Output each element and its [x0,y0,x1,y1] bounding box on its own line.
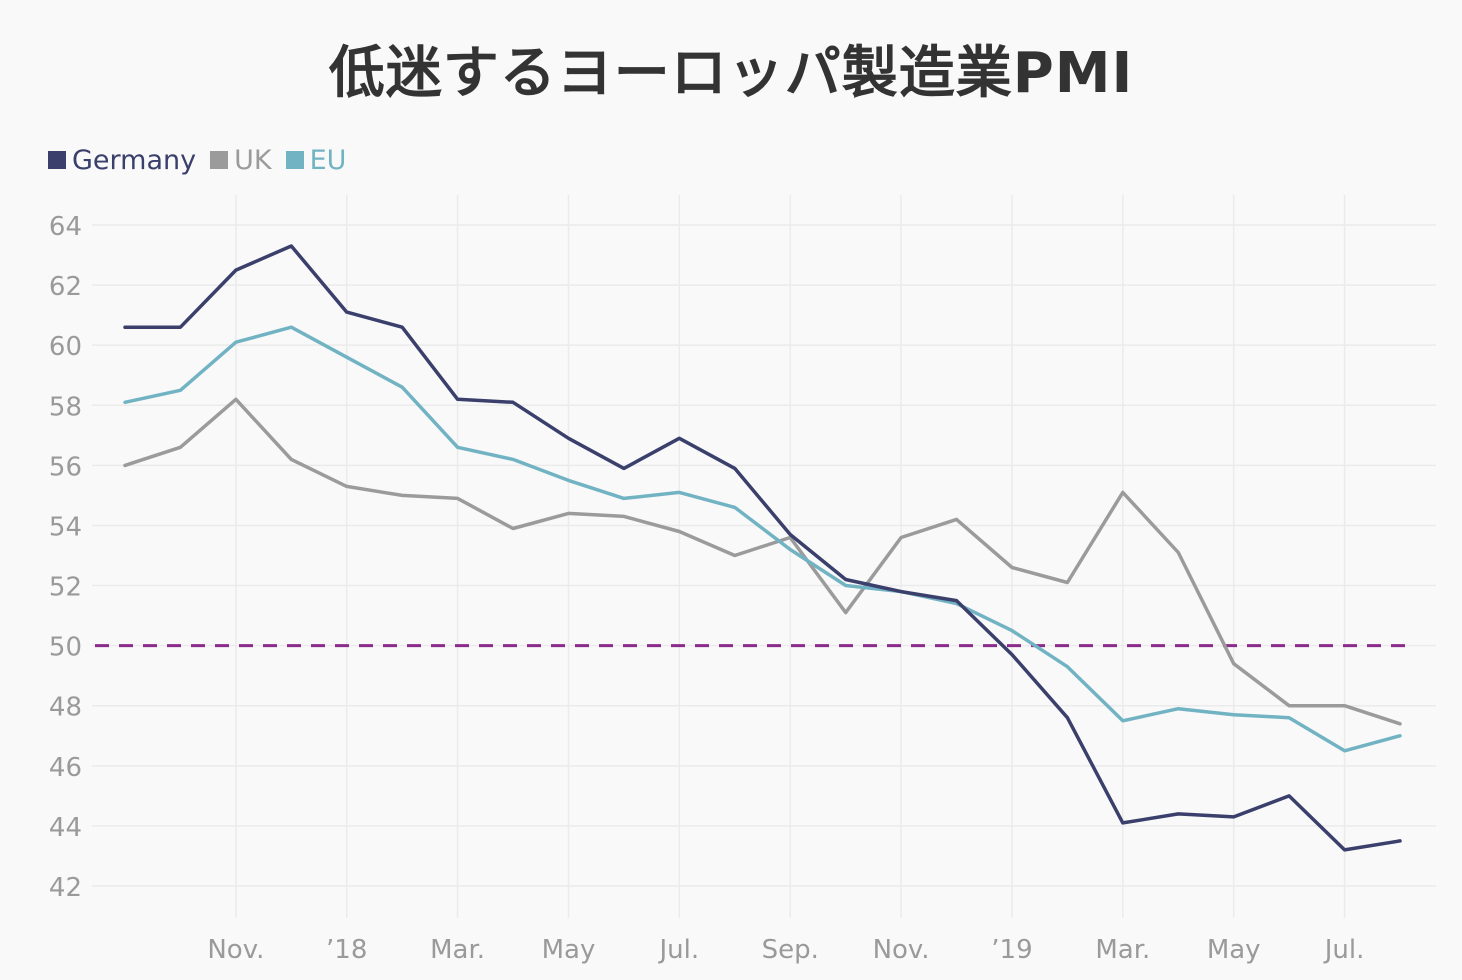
x-tick-label: Nov. [207,935,264,965]
y-tick-label: 50 [49,633,82,663]
legend-item-germany: Germany [48,145,196,176]
x-tick-label: Mar. [430,935,485,965]
legend-item-eu: EU [285,144,347,176]
y-tick-label: 48 [49,693,82,723]
y-tick-label: 58 [49,392,82,422]
x-tick-label: Jul. [658,935,700,965]
y-tick-label: 64 [49,212,82,242]
legend-swatch [285,151,304,169]
legend-item-uk: UK [210,144,272,176]
y-tick-label: 54 [49,512,82,542]
y-tick-label: 60 [49,332,82,362]
x-tick-label: ’19 [991,935,1032,965]
x-tick-label: Nov. [873,935,930,965]
legend-label: EU [309,144,347,176]
y-tick-label: 56 [49,452,82,482]
legend-swatch [210,151,229,169]
legend-swatch [48,151,66,169]
y-tick-label: 42 [49,873,82,903]
legend-label: Germany [72,144,197,176]
series-line-germany [123,244,1402,852]
y-tick-label: 62 [49,272,82,302]
x-tick-label: Jul. [1323,935,1365,965]
y-tick-label: 44 [49,813,82,843]
x-tick-label: May [542,935,596,965]
legend-label: UK [234,144,272,176]
x-tick-label: Sep. [762,935,819,965]
series-line-uk [123,397,1402,726]
x-tick-label: Mar. [1095,935,1150,965]
x-tick-label: ’18 [326,935,367,965]
series-line-eu [123,325,1402,753]
y-tick-label: 46 [49,753,82,783]
y-tick-label: 52 [49,573,82,603]
chart-title: 低迷するヨーロッパ製造業PMI [328,41,1134,106]
legend: Germany UK EU [48,142,360,178]
x-tick-label: May [1207,935,1261,965]
